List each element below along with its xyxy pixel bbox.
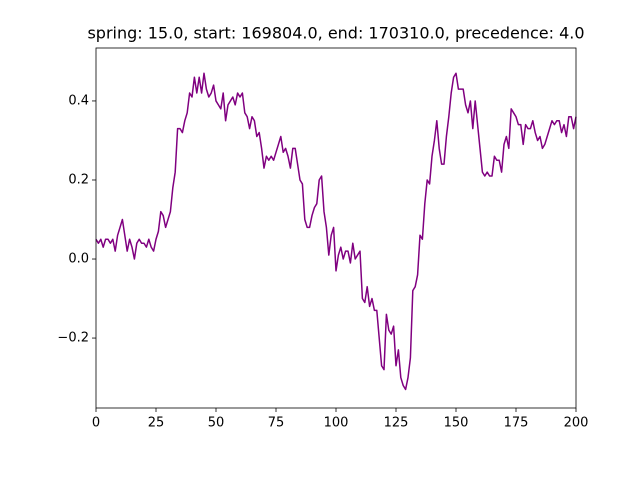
data-line xyxy=(95,72,577,391)
x-tick-label: 25 xyxy=(148,416,165,431)
y-tick-label: 0.2 xyxy=(68,172,89,187)
y-tick-label: −0.2 xyxy=(57,331,89,346)
x-tick-label: 75 xyxy=(268,416,285,431)
y-tick-label: 0.4 xyxy=(68,93,89,108)
x-tick-label: 50 xyxy=(208,416,225,431)
x-tick-label: 100 xyxy=(324,416,349,431)
x-tick-label: 150 xyxy=(444,416,469,431)
chart-title: spring: 15.0, start: 169804.0, end: 1703… xyxy=(87,24,584,43)
y-tick-label: 0.0 xyxy=(68,252,89,267)
x-tick-label: 175 xyxy=(504,416,529,431)
x-tick-label: 200 xyxy=(564,416,589,431)
axes-frame xyxy=(95,47,577,409)
x-tick-label: 0 xyxy=(92,416,100,431)
x-tick-label: 125 xyxy=(384,416,409,431)
